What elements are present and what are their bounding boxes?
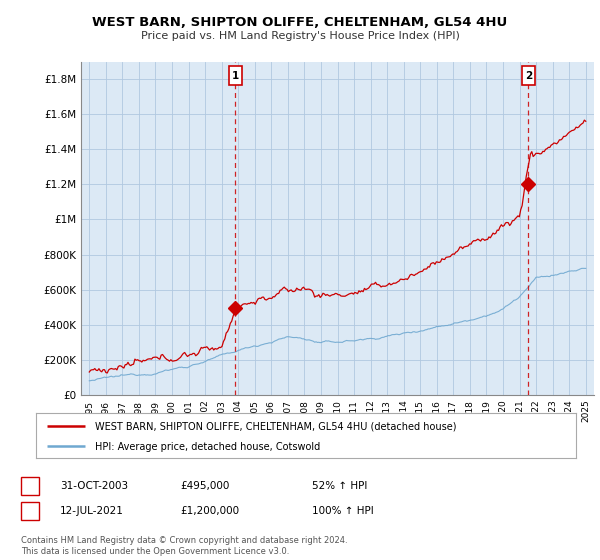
Text: 52% ↑ HPI: 52% ↑ HPI bbox=[312, 481, 367, 491]
Text: £495,000: £495,000 bbox=[180, 481, 229, 491]
Text: Contains HM Land Registry data © Crown copyright and database right 2024.
This d: Contains HM Land Registry data © Crown c… bbox=[21, 536, 347, 556]
Text: WEST BARN, SHIPTON OLIFFE, CHELTENHAM, GL54 4HU (detached house): WEST BARN, SHIPTON OLIFFE, CHELTENHAM, G… bbox=[95, 422, 457, 432]
Text: Price paid vs. HM Land Registry's House Price Index (HPI): Price paid vs. HM Land Registry's House … bbox=[140, 31, 460, 41]
Text: £1,200,000: £1,200,000 bbox=[180, 506, 239, 516]
Text: 31-OCT-2003: 31-OCT-2003 bbox=[60, 481, 128, 491]
Text: WEST BARN, SHIPTON OLIFFE, CHELTENHAM, GL54 4HU: WEST BARN, SHIPTON OLIFFE, CHELTENHAM, G… bbox=[92, 16, 508, 29]
Text: 2: 2 bbox=[524, 71, 532, 81]
Text: 1: 1 bbox=[26, 481, 34, 491]
Text: 2: 2 bbox=[26, 506, 34, 516]
Text: 1: 1 bbox=[232, 71, 239, 81]
FancyBboxPatch shape bbox=[229, 66, 242, 85]
Text: HPI: Average price, detached house, Cotswold: HPI: Average price, detached house, Cots… bbox=[95, 442, 320, 452]
Text: 100% ↑ HPI: 100% ↑ HPI bbox=[312, 506, 374, 516]
FancyBboxPatch shape bbox=[521, 66, 535, 85]
Text: 12-JUL-2021: 12-JUL-2021 bbox=[60, 506, 124, 516]
